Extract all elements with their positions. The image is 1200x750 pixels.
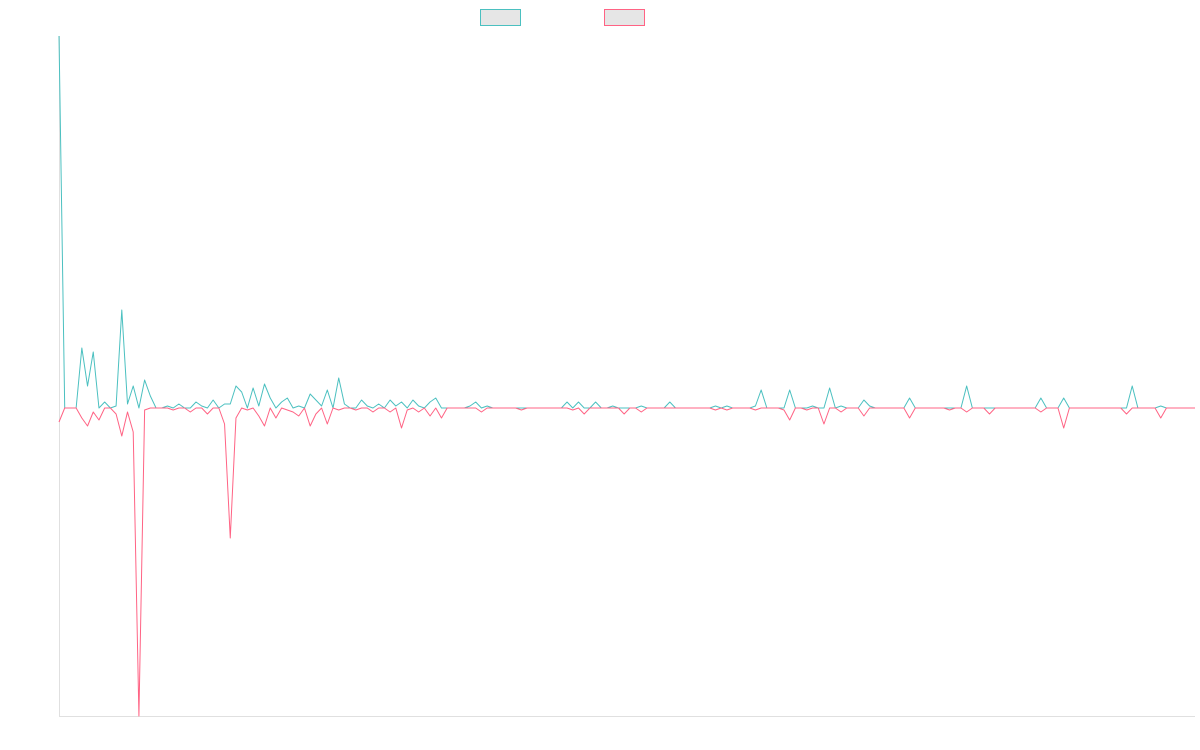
series-line bbox=[58, 35, 1195, 409]
series-line bbox=[58, 407, 1195, 717]
legend-swatch bbox=[480, 9, 521, 26]
legend-swatch bbox=[604, 9, 645, 26]
